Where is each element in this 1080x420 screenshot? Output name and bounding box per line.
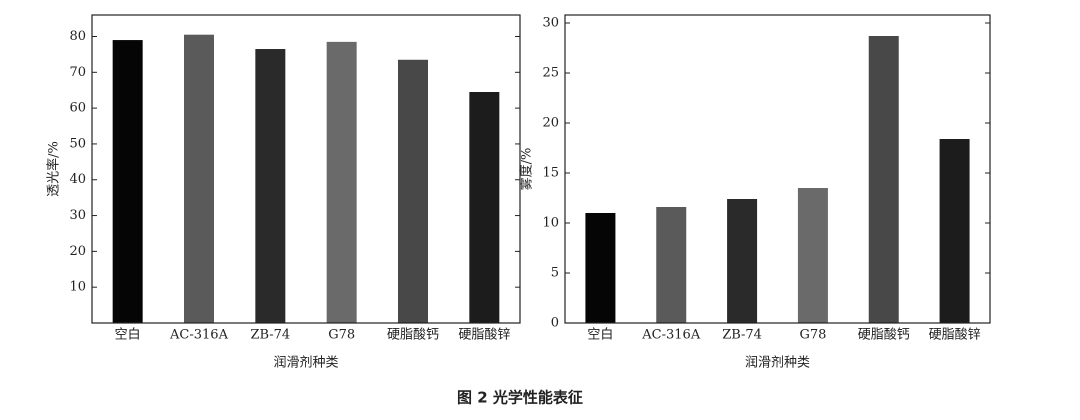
- bar: [398, 59, 428, 323]
- caption: 图 2 光学性能表征: [457, 389, 583, 407]
- y-axis-label: 透光率/%: [46, 141, 62, 197]
- y-tick-label: 60: [69, 101, 86, 116]
- y-tick-label: 25: [542, 66, 559, 81]
- y-tick-label: 30: [69, 208, 86, 223]
- y-tick-label: 30: [542, 16, 559, 31]
- x-tick-label: AC-316A: [169, 328, 229, 343]
- x-tick-label: 硬脂酸锌: [929, 328, 981, 343]
- y-tick-label: 20: [542, 116, 559, 131]
- bar: [585, 213, 616, 323]
- x-tick-label: 硬脂酸钙: [387, 328, 439, 343]
- y-tick-label: 80: [69, 29, 86, 44]
- y-tick-label: 10: [542, 216, 559, 231]
- x-tick-label: 硬脂酸锌: [458, 328, 510, 343]
- y-tick-label: 40: [69, 172, 86, 187]
- y-axis-label: 雾度/%: [519, 148, 535, 191]
- x-axis-label: 润滑剂种类: [273, 356, 338, 371]
- x-tick-label: G78: [799, 328, 826, 343]
- x-tick-label: G78: [328, 328, 355, 343]
- y-tick-label: 5: [551, 266, 559, 281]
- bar: [184, 34, 214, 324]
- bar: [656, 207, 687, 323]
- y-tick-label: 0: [551, 316, 559, 331]
- plot-frame: [91, 14, 521, 324]
- bar: [868, 36, 899, 323]
- bar: [326, 41, 357, 323]
- x-tick-label: ZB-74: [722, 328, 762, 343]
- y-tick-label: 70: [69, 65, 86, 80]
- bar: [255, 49, 286, 323]
- bar: [939, 139, 970, 323]
- bar: [469, 92, 500, 323]
- bar: [797, 188, 828, 323]
- y-tick-label: 50: [69, 136, 86, 151]
- bar: [112, 40, 143, 324]
- x-tick-label: 空白: [587, 327, 613, 343]
- x-axis-label: 润滑剂种类: [745, 356, 810, 371]
- x-tick-label: ZB-74: [250, 328, 290, 343]
- x-tick-label: 硬脂酸钙: [858, 328, 910, 343]
- plot-frame: [564, 14, 991, 324]
- x-tick-label: 空白: [115, 327, 141, 343]
- y-tick-label: 15: [542, 166, 559, 181]
- bar: [727, 199, 758, 323]
- y-tick-label: 10: [69, 280, 86, 295]
- x-tick-label: AC-316A: [641, 328, 701, 343]
- y-tick-label: 20: [69, 244, 86, 259]
